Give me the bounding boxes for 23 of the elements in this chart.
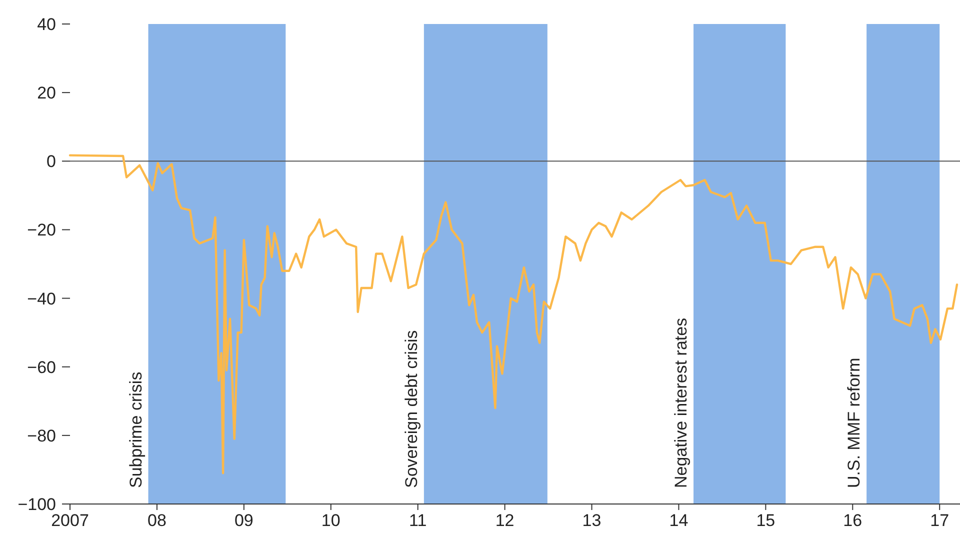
y-tick-label: −60 <box>27 358 56 377</box>
y-tick-label: 20 <box>37 84 56 103</box>
band-label: Subprime crisis <box>126 372 146 488</box>
x-tick-label: 15 <box>756 511 776 530</box>
x-tick-label: 16 <box>843 511 862 530</box>
x-tick-label: 14 <box>669 511 688 530</box>
x-tick-label: 08 <box>148 511 166 530</box>
x-tick-label: 10 <box>321 511 340 530</box>
y-tick-label: 40 <box>37 15 56 34</box>
x-tick-label: 09 <box>234 511 254 530</box>
y-tick-label: −40 <box>27 289 56 308</box>
band-label: U.S. MMF reform <box>844 358 864 488</box>
y-tick-label: 0 <box>46 152 56 172</box>
x-tick-label: 17 <box>930 511 950 530</box>
y-tick-label: −100 <box>18 495 56 514</box>
y-tick-label: −80 <box>27 426 56 446</box>
band-label: Negative interest rates <box>672 318 691 488</box>
x-tick-label: 13 <box>582 511 602 530</box>
x-tick-label: 2007 <box>51 511 89 530</box>
y-tick-label: −20 <box>27 220 56 240</box>
band-label: Sovereign debt crisis <box>402 330 421 488</box>
x-tick-label: 11 <box>409 511 427 530</box>
x-tick-label: 12 <box>495 511 514 530</box>
